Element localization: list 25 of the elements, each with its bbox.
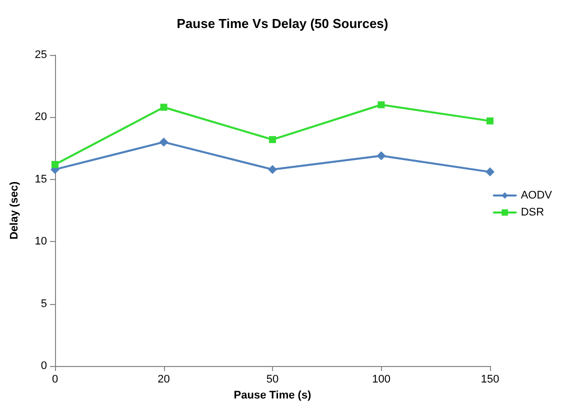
point (160, 104, 168, 111)
point (269, 136, 276, 144)
legend-label: AODV (520, 190, 553, 202)
point (159, 138, 168, 147)
point (268, 164, 277, 174)
x-axis-title: Pause Time (s) (234, 389, 312, 402)
y-tick-label: 25 (34, 49, 47, 61)
y-tick-label: 15 (34, 173, 47, 186)
point (378, 101, 385, 108)
point (486, 167, 494, 176)
legend-label: DSR (520, 206, 544, 218)
x-tick-label: 100 (372, 374, 390, 386)
x-tick-label: 0 (52, 374, 58, 386)
x-tick-label: 20 (158, 374, 170, 386)
point (486, 117, 494, 124)
x-tick-label: 50 (266, 374, 279, 386)
y-axis-title: Delay (sec) (8, 181, 20, 240)
y-tick-label: 20 (34, 111, 47, 124)
chart-title: Pause Time Vs Delay (50 Sources) (176, 16, 388, 31)
point (52, 160, 58, 168)
point (376, 151, 386, 160)
y-tick-label: 10 (34, 236, 47, 248)
x-tick-label: 150 (480, 374, 500, 386)
y-tick-label: 5 (40, 298, 47, 310)
y-tick-label: 0 (40, 360, 47, 372)
